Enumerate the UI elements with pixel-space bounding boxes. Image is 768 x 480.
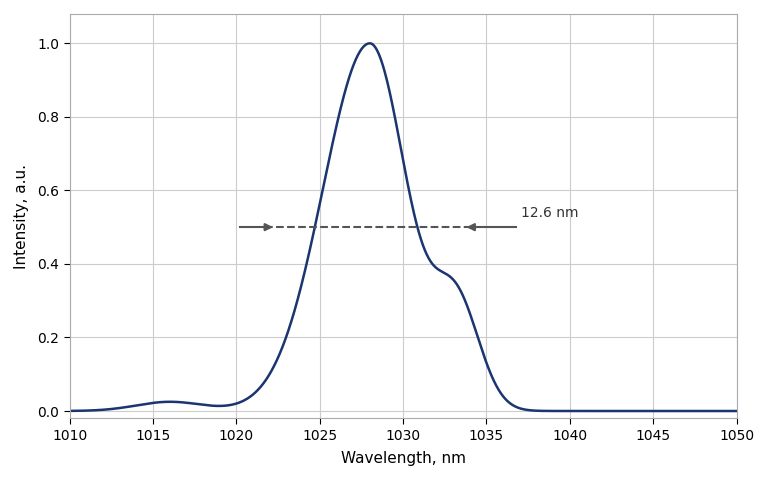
X-axis label: Wavelength, nm: Wavelength, nm xyxy=(340,451,465,466)
Text: 12.6 nm: 12.6 nm xyxy=(521,206,579,220)
Y-axis label: Intensity, a.u.: Intensity, a.u. xyxy=(14,164,29,269)
